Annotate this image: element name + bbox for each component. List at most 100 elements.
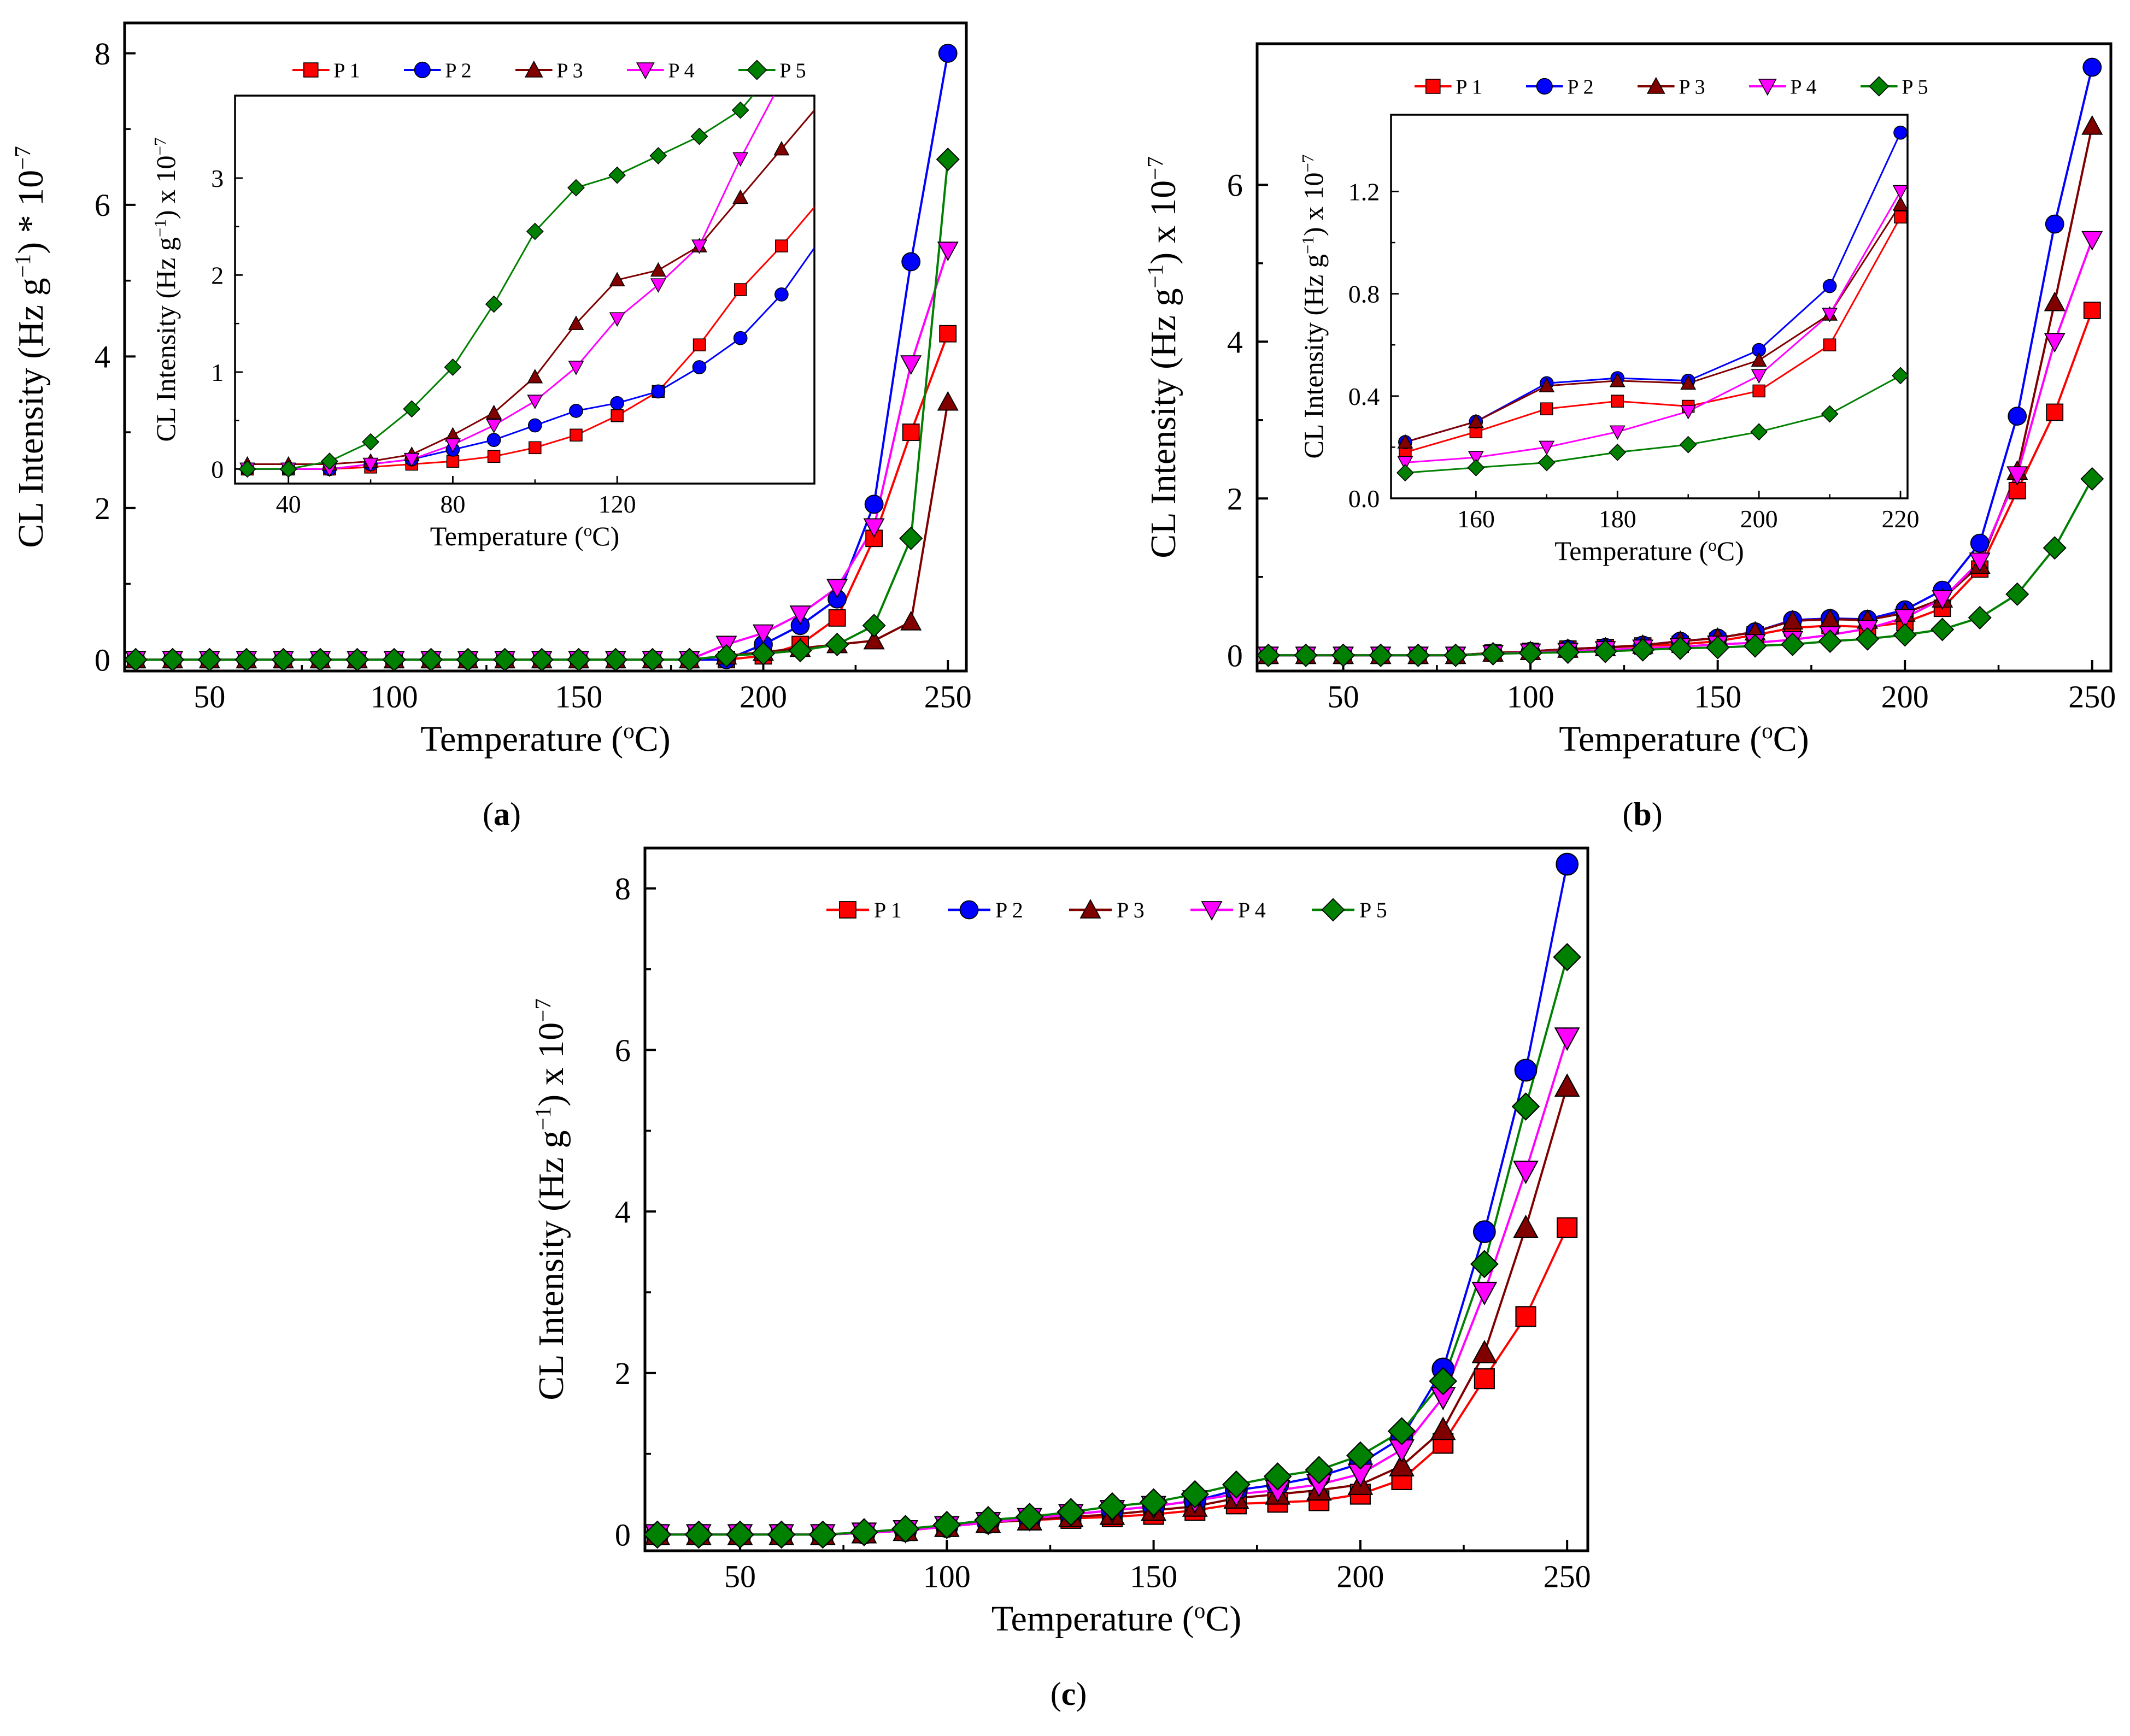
a-inset-data-point-p-5: [485, 295, 503, 313]
c-legend-marker-p-4: [1201, 901, 1223, 921]
b-inset-data-point-p-1: [1894, 210, 1907, 223]
a-inset-data-point-p-1: [734, 283, 747, 296]
a-data-point-p-2: [901, 252, 921, 272]
a-inset-data-point-p-1: [693, 338, 706, 351]
c-x-tick-label: 150: [1130, 1559, 1177, 1594]
c-data-point-p-5: [726, 1520, 754, 1549]
a-inset-y-tick-label: 3: [211, 164, 224, 192]
b-inset-data-point-p-4: [1468, 451, 1484, 466]
a-data-point-p-2: [938, 44, 958, 63]
chart-panel-b: 50 100 150 200 250 0 2 4 6 Temperature (oC) CL Int…: [1142, 42, 2116, 832]
b-legend-label-p-4: P 4: [1790, 75, 1816, 98]
b-inset-x-tick-label: 160: [1457, 505, 1495, 533]
b-data-point-p-5: [1931, 617, 1955, 642]
c-x-tick-label: 50: [724, 1559, 756, 1594]
b-legend-label-p-3: P 3: [1679, 75, 1705, 98]
chart-panel-c: 50 100 150 200 250 0 2 4 6 8 Temperature (oC) CL In…: [530, 846, 1591, 1712]
a-inset-data-point-p-3: [609, 272, 625, 286]
a-legend-marker-p-3: [524, 60, 543, 78]
c-legend-marker-p-2: [959, 900, 979, 920]
a-inset-data-point-p-4: [568, 361, 584, 375]
a-data-point-p-5: [161, 648, 185, 671]
a-data-point-p-5: [641, 648, 665, 671]
a-y-tick-label: 0: [95, 642, 110, 678]
a-inset-data-point-p-2: [651, 384, 666, 399]
c-data-point-p-5: [1387, 1417, 1416, 1446]
c-data-point-p-5: [684, 1520, 713, 1549]
c-data-point-p-2: [1514, 1058, 1538, 1082]
b-data-point-p-5: [1518, 641, 1542, 665]
b-inset-data-point-p-4: [1609, 425, 1626, 440]
c-y-tick-label: 2: [615, 1356, 631, 1391]
a-inset-data-point-p-2: [692, 360, 707, 374]
b-inset-data-point-p-5: [1679, 436, 1697, 454]
c-legend-label-p-1: P 1: [874, 898, 902, 922]
c-data-point-p-5: [1346, 1441, 1375, 1470]
a-inset-data-point-p-2: [527, 418, 542, 433]
a-inset-x-tick-label: 80: [440, 490, 465, 518]
a-inset-data-point-p-2: [774, 287, 789, 302]
c-x-tick-label: 100: [923, 1559, 971, 1594]
b-data-point-p-5: [1968, 605, 1992, 629]
b-series-group: [1257, 57, 2104, 667]
b-data-point-p-3: [2081, 115, 2103, 135]
a-data-point-p-1: [939, 325, 957, 343]
b-inset-x-tick-label: 220: [1882, 505, 1920, 533]
c-legend-label-p-3: P 3: [1117, 898, 1145, 922]
b-data-point-p-4: [1894, 609, 1916, 629]
c-data-point-p-3: [1430, 1416, 1456, 1440]
a-inset-data-point-p-4: [527, 395, 543, 409]
b-inset-data-point-p-5: [1892, 367, 1908, 385]
b-data-point-p-5: [2080, 467, 2104, 491]
a-legend-label-p-5: P 5: [779, 59, 806, 82]
a-data-point-p-5: [530, 648, 554, 671]
b-inset-data-point-p-4: [1539, 440, 1555, 456]
a-inset-data-point-p-5: [731, 101, 749, 119]
c-legend-label-p-5: P 5: [1359, 898, 1387, 922]
a-inset-data-point-p-1: [529, 441, 542, 455]
b-inset-x-tick-label: 200: [1740, 505, 1778, 533]
a-inset-data-point-p-2: [486, 433, 501, 447]
c-data-point-p-2: [1556, 852, 1579, 876]
a-data-point-p-5: [456, 648, 480, 671]
a-inset-data-point-p-3: [568, 315, 584, 330]
panel-caption: (c): [1051, 1676, 1087, 1712]
b-y-tick-label: 4: [1227, 325, 1243, 360]
b-inset-data-point-p-2: [1893, 125, 1908, 140]
a-inset-x-tick-label: 40: [276, 490, 301, 518]
a-data-point-p-4: [937, 242, 959, 262]
a-y-tick-label: 8: [95, 36, 110, 72]
c-y-tick-label: 8: [615, 871, 631, 907]
a-inset-data-point-p-5: [649, 147, 667, 164]
b-data-point-p-5: [1406, 643, 1430, 667]
c-legend-marker-p-1: [839, 901, 856, 919]
b-inset-data-point-p-5: [1821, 405, 1839, 423]
b-data-point-p-5: [1481, 642, 1505, 666]
c-data-point-p-5: [1181, 1480, 1210, 1509]
c-data-point-p-5: [974, 1506, 1002, 1534]
a-inset-data-point-p-4: [609, 312, 625, 327]
c-data-point-p-5: [767, 1520, 796, 1549]
b-data-point-p-2: [1970, 533, 1990, 553]
b-data-point-p-5: [1331, 643, 1356, 667]
b-x-tick-label: 50: [1328, 679, 1359, 715]
a-data-point-p-5: [234, 648, 259, 671]
c-data-point-p-5: [1429, 1367, 1458, 1396]
a-data-point-p-5: [899, 526, 923, 550]
c-data-point-p-4: [1554, 1027, 1580, 1051]
c-legend-marker-p-5: [1321, 898, 1345, 922]
c-legend-label-p-2: P 2: [995, 898, 1023, 922]
a-inset-y-axis-label: CL Intensity (Hz g−1) x 10−7: [150, 137, 181, 442]
b-data-point-p-4: [1969, 552, 1991, 572]
b-inset-plot-frame: [1390, 114, 1909, 499]
c-data-point-p-5: [850, 1518, 878, 1546]
a-inset-data-point-p-3: [650, 262, 666, 277]
b-data-point-p-5: [1369, 643, 1393, 667]
b-data-point-p-2: [2045, 214, 2064, 234]
a-x-tick-label: 200: [740, 679, 787, 715]
b-inset-data-point-p-3: [1751, 352, 1767, 367]
a-inset-data-point-p-5: [279, 460, 297, 478]
b-legend-label-p-1: P 1: [1456, 75, 1482, 98]
b-inset-y-tick-label: 0.8: [1348, 280, 1380, 308]
